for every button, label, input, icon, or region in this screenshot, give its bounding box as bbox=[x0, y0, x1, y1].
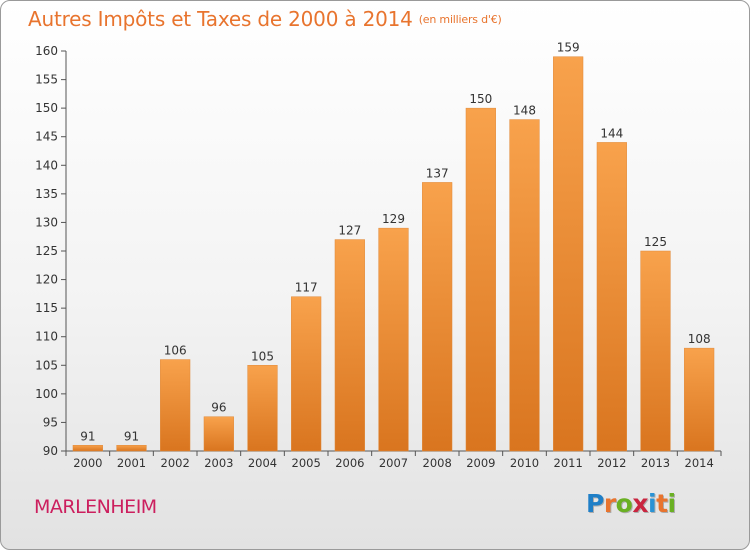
bar bbox=[203, 416, 234, 452]
y-tick-label: 130 bbox=[35, 215, 58, 229]
bar bbox=[684, 347, 715, 452]
bar bbox=[160, 359, 191, 452]
y-tick-label: 125 bbox=[35, 244, 58, 258]
y-tick-label: 155 bbox=[35, 73, 58, 87]
bar bbox=[72, 445, 103, 452]
y-tick-label: 140 bbox=[35, 158, 58, 172]
logo-letter: i bbox=[667, 489, 677, 518]
logo-letter: i bbox=[648, 489, 657, 518]
data-label: 159 bbox=[557, 41, 580, 55]
y-tick-label: 95 bbox=[43, 415, 58, 429]
bar bbox=[247, 365, 278, 452]
x-tick-label: 2001 bbox=[117, 456, 146, 470]
y-tick-label: 120 bbox=[35, 273, 58, 287]
y-tick-label: 160 bbox=[35, 44, 58, 58]
x-tick-label: 2000 bbox=[73, 456, 102, 470]
x-tick-label: 2003 bbox=[204, 456, 233, 470]
data-label: 117 bbox=[295, 281, 318, 295]
data-label: 129 bbox=[382, 212, 405, 226]
bar bbox=[640, 250, 671, 452]
y-tick-label: 90 bbox=[43, 444, 58, 458]
data-label: 144 bbox=[600, 126, 623, 140]
bar bbox=[422, 182, 453, 452]
bar bbox=[465, 107, 496, 452]
x-tick-label: 2009 bbox=[466, 456, 495, 470]
title-unit: (en milliers d'€) bbox=[418, 13, 502, 26]
proxiti-logo[interactable]: Proxiti bbox=[586, 489, 676, 518]
logo-letter: r bbox=[603, 489, 616, 518]
y-tick-label: 135 bbox=[35, 187, 58, 201]
logo-letter: t bbox=[656, 489, 668, 518]
y-tick-label: 100 bbox=[35, 387, 58, 401]
x-tick-label: 2006 bbox=[335, 456, 364, 470]
data-label: 106 bbox=[164, 344, 187, 358]
x-tick-label: 2011 bbox=[554, 456, 583, 470]
x-tick-label: 2004 bbox=[248, 456, 277, 470]
y-tick-label: 110 bbox=[35, 330, 58, 344]
bar bbox=[596, 142, 627, 452]
x-tick-label: 2007 bbox=[379, 456, 408, 470]
bar bbox=[378, 227, 409, 452]
y-tick-label: 105 bbox=[35, 358, 58, 372]
logo-letter: P bbox=[586, 489, 604, 518]
x-tick-label: 2010 bbox=[510, 456, 539, 470]
data-label: 91 bbox=[124, 429, 139, 443]
x-tick-label: 2005 bbox=[292, 456, 321, 470]
x-tick-label: 2013 bbox=[641, 456, 670, 470]
logo-letter: o bbox=[615, 489, 633, 518]
chart-title: Autres Impôts et Taxes de 2000 à 2014 (en… bbox=[28, 7, 502, 31]
data-label: 150 bbox=[469, 92, 492, 106]
data-label: 127 bbox=[338, 224, 361, 238]
y-tick-label: 145 bbox=[35, 130, 58, 144]
data-label: 96 bbox=[211, 401, 226, 415]
bar bbox=[553, 56, 584, 452]
x-tick-label: 2014 bbox=[685, 456, 714, 470]
data-label: 108 bbox=[688, 332, 711, 346]
bar bbox=[291, 296, 322, 452]
data-label: 91 bbox=[80, 429, 95, 443]
title-text: Autres Impôts et Taxes de 2000 à 2014 bbox=[28, 7, 413, 31]
data-label: 148 bbox=[513, 104, 536, 118]
data-label: 125 bbox=[644, 235, 667, 249]
data-label: 137 bbox=[426, 166, 449, 180]
data-label: 105 bbox=[251, 349, 274, 363]
bar bbox=[116, 445, 147, 452]
y-tick-label: 115 bbox=[35, 301, 58, 315]
x-tick-label: 2012 bbox=[597, 456, 626, 470]
bar bbox=[334, 239, 365, 452]
x-tick-label: 2008 bbox=[423, 456, 452, 470]
logo-letter: x bbox=[632, 489, 648, 518]
y-tick-label: 150 bbox=[35, 101, 58, 115]
x-tick-label: 2002 bbox=[161, 456, 190, 470]
commune-name: MARLENHEIM bbox=[34, 496, 157, 518]
bar bbox=[509, 119, 540, 452]
